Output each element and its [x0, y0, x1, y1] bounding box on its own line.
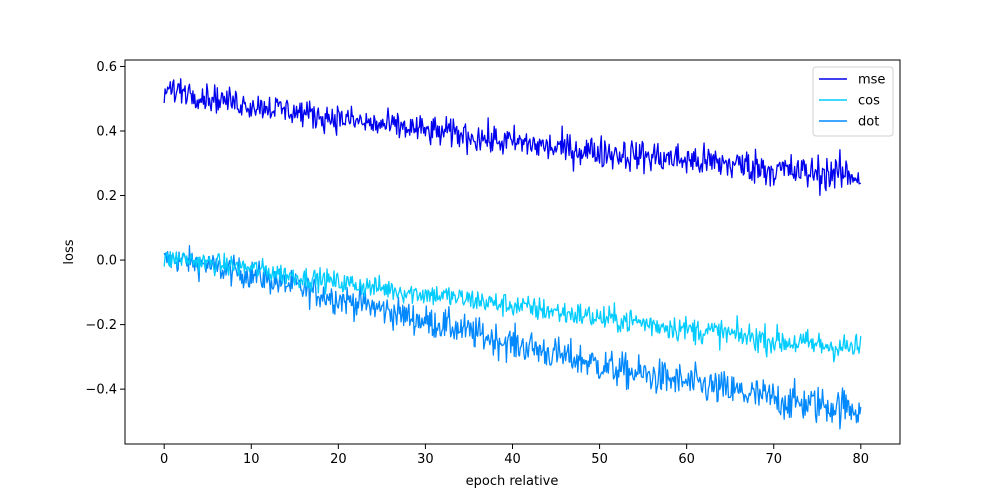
legend: mse cos dot [812, 66, 894, 137]
y-tick-label: −0.2 [85, 318, 117, 333]
x-tick-label: 0 [160, 452, 168, 467]
x-tick-label: 80 [853, 452, 870, 467]
legend-label-cos: cos [858, 94, 880, 109]
plot-frame [124, 59, 901, 445]
series-line-cos [163, 251, 862, 363]
series-line-mse [163, 78, 862, 196]
legend-label-dot: dot [858, 115, 879, 130]
legend-items: mse cos dot [819, 73, 885, 130]
legend-label-mse: mse [858, 73, 885, 88]
series-layer [163, 78, 862, 430]
y-tick-label: −0.4 [85, 383, 117, 398]
y-tick-label: 0.4 [96, 124, 117, 139]
legend-box [812, 66, 894, 137]
y-tick-label: 0.0 [96, 254, 117, 269]
x-tick-label: 50 [591, 452, 608, 467]
y-tick-label: 0.2 [96, 189, 117, 204]
x-tick-label: 10 [243, 452, 260, 467]
y-axis: −0.4 −0.2 0.0 0.2 0.4 0.6 [85, 60, 125, 398]
x-axis-label: epoch relative [466, 474, 559, 489]
x-axis: 0 10 20 30 40 50 60 70 80 [160, 444, 869, 467]
x-tick-label: 70 [765, 452, 782, 467]
x-tick-label: 60 [678, 452, 695, 467]
x-tick-label: 30 [417, 452, 434, 467]
y-axis-label: loss [62, 239, 77, 264]
y-tick-label: 0.6 [96, 60, 117, 75]
x-tick-label: 40 [504, 452, 521, 467]
x-tick-label: 20 [330, 452, 347, 467]
